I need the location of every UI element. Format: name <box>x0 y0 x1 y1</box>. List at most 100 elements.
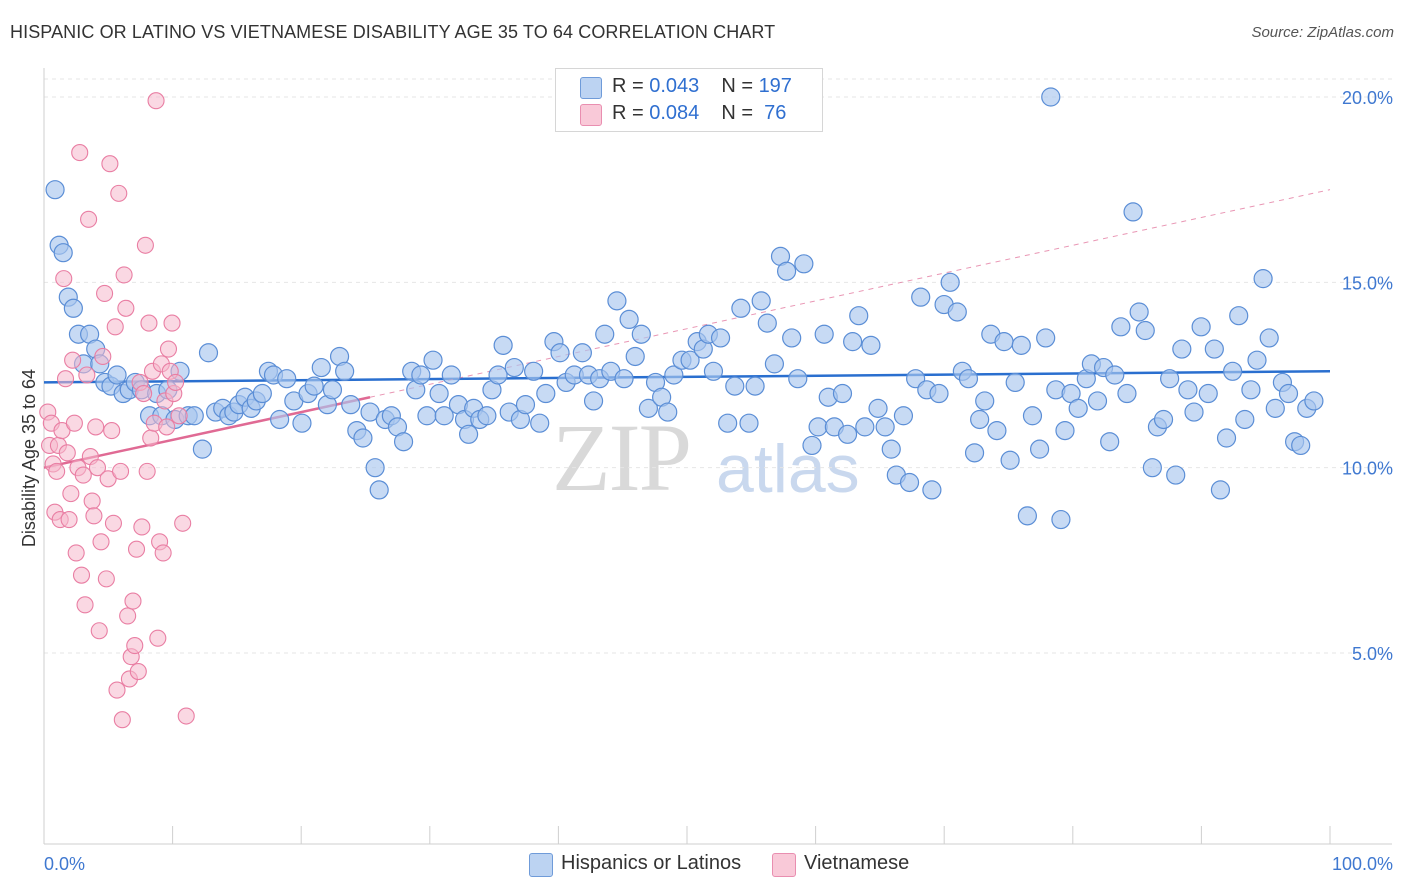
hispanic-point <box>614 369 634 389</box>
hispanic-point <box>1000 450 1020 470</box>
vietnamese-point <box>92 533 110 551</box>
hispanic-point <box>477 406 497 426</box>
hispanic-point <box>311 357 331 378</box>
hispanic-point <box>1304 391 1324 411</box>
correlation-legend: R = 0.043 N = 197 R = 0.084 N = 76 <box>555 68 823 132</box>
hispanic-point <box>488 365 508 385</box>
hispanic-point <box>1172 339 1192 359</box>
hispanic-point <box>725 376 745 396</box>
hispanic-point <box>1259 328 1279 348</box>
hispanic-point <box>1041 87 1061 107</box>
hispanic-point <box>1210 480 1231 500</box>
hispanic-point <box>607 291 627 311</box>
vietnamese-point <box>115 266 133 284</box>
vietnamese-point <box>88 459 107 477</box>
hispanic-point <box>1204 339 1224 359</box>
vietnamese-point <box>127 540 146 558</box>
vietnamese-point <box>119 607 137 625</box>
hispanic-point <box>393 432 414 452</box>
hispanic-point <box>658 402 678 422</box>
vietnamese-point <box>167 373 185 391</box>
hispanic-point <box>849 306 869 326</box>
vietnamese-point <box>110 184 128 202</box>
legend-swatch-blue <box>580 77 602 99</box>
legend-text-vietnamese: R = 0.084 N = 76 <box>612 102 786 125</box>
hispanic-point <box>1123 202 1143 222</box>
hispanic-point <box>411 365 431 385</box>
hispanic-point <box>504 357 524 378</box>
vietnamese-point <box>149 629 167 647</box>
hispanic-point <box>970 409 990 430</box>
hispanic-point <box>53 243 73 263</box>
hispanic-point <box>515 395 536 415</box>
vietnamese-point <box>74 466 92 484</box>
hispanic-point <box>583 391 604 411</box>
hispanic-point <box>304 376 324 396</box>
hispanic-point <box>703 361 724 381</box>
hispanic-point <box>855 417 875 437</box>
hispanic-point <box>940 272 960 292</box>
hispanic-point <box>1142 458 1162 478</box>
hispanic-point <box>731 298 751 318</box>
hispanic-point <box>1216 428 1237 448</box>
hispanic-point <box>625 346 645 367</box>
x-tick-label: 0.0% <box>44 854 85 874</box>
legend-r-value: 0.043 <box>649 75 700 97</box>
legend-row-vietnamese: R = 0.084 N = 76 <box>580 101 786 127</box>
hispanic-point <box>1068 398 1088 418</box>
vietnamese-point <box>87 418 105 436</box>
hispanic-point <box>680 350 700 370</box>
legend-n-label: N = <box>721 102 759 124</box>
tick-labels: 5.0% 10.0% 15.0% 20.0% 0.0% 100.0% Disability … <box>19 88 1393 874</box>
points-hispanic <box>45 87 1324 530</box>
hispanic-point <box>1117 383 1137 404</box>
hispanic-point <box>1029 439 1050 459</box>
legend-swatch-pink <box>580 104 602 126</box>
vietnamese-point <box>55 270 73 288</box>
vietnamese-point <box>48 462 66 480</box>
hispanic-point <box>1166 465 1186 485</box>
vietnamese-point <box>76 596 94 614</box>
hispanic-point <box>1036 328 1056 348</box>
vietnamese-point <box>65 414 83 432</box>
hispanic-point <box>1160 369 1180 389</box>
hispanic-point <box>1087 391 1108 411</box>
vietnamese-point <box>154 544 172 562</box>
bottom-legend-swatch-pink <box>772 853 796 877</box>
vietnamese-point <box>140 314 158 332</box>
hispanic-point <box>1265 398 1285 418</box>
hispanic-point <box>1253 269 1273 289</box>
hispanic-point <box>1055 421 1075 441</box>
hispanic-point <box>1105 365 1125 385</box>
hispanic-point <box>1291 435 1311 456</box>
vietnamese-point <box>142 429 160 447</box>
hispanic-point <box>808 417 828 437</box>
vietnamese-point <box>71 144 89 162</box>
legend-text-hispanic: R = 0.043 N = 197 <box>612 75 792 98</box>
hispanic-point <box>1191 317 1211 337</box>
y-tick-label: 15.0% <box>1342 273 1393 293</box>
vietnamese-point <box>94 347 112 366</box>
hispanic-point <box>994 332 1014 352</box>
hispanic-point <box>322 380 343 400</box>
hispanic-point <box>1278 383 1299 404</box>
vietnamese-point <box>138 462 156 480</box>
hispanic-point <box>493 335 513 355</box>
hispanic-point <box>638 398 659 418</box>
vietnamese-point <box>113 711 131 729</box>
hispanic-point <box>1247 350 1267 370</box>
hispanic-point <box>788 369 808 389</box>
vietnamese-point <box>85 507 103 525</box>
hispanic-point <box>1223 361 1243 381</box>
vietnamese-point <box>136 236 154 254</box>
hispanic-point <box>524 361 544 381</box>
vietnamese-point <box>60 511 78 529</box>
hispanic-point <box>964 443 985 463</box>
legend-n-value: 197 <box>758 75 792 97</box>
hispanic-point <box>739 413 759 433</box>
hispanic-point <box>1235 409 1255 430</box>
hispanic-point <box>595 324 615 344</box>
vietnamese-point <box>112 462 130 480</box>
hispanic-point <box>751 291 771 311</box>
hispanic-point <box>434 406 454 426</box>
